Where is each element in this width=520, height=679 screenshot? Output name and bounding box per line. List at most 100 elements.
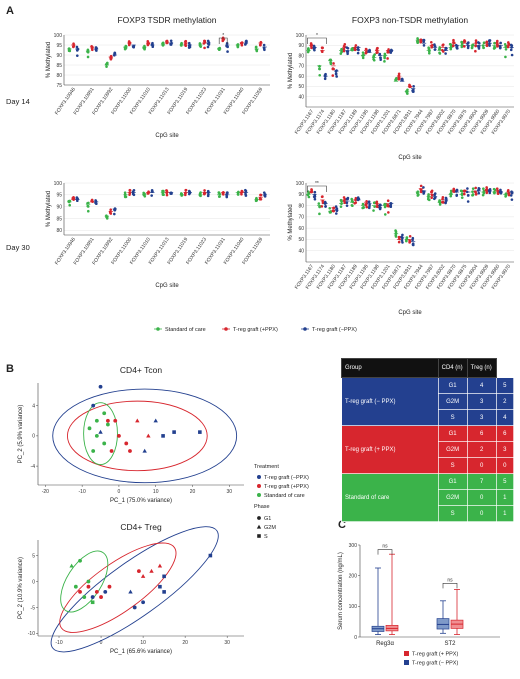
data-point [365, 205, 369, 209]
data-point [345, 204, 349, 207]
legend-label: T-reg graft (+ PPX) [412, 652, 458, 658]
pca-point [91, 449, 96, 453]
x-tick-label: -20 [42, 489, 49, 495]
data-point [492, 47, 496, 50]
data-point [433, 197, 436, 201]
header-group: Group [341, 358, 439, 378]
data-point [493, 41, 497, 45]
data-point [109, 208, 113, 211]
data-point [218, 48, 221, 51]
data-point [455, 194, 458, 197]
data-point [225, 193, 228, 196]
table-row: Standard of care G1 7 5 [341, 473, 515, 522]
data-point [449, 194, 453, 198]
data-point [143, 194, 147, 198]
data-point [422, 44, 426, 47]
pca-point [162, 574, 166, 579]
data-point [262, 191, 266, 194]
data-point [474, 193, 478, 196]
data-point [430, 196, 433, 200]
data-point [123, 46, 127, 49]
pca-point [73, 584, 78, 589]
methylation-panel-1: FOXP3 non-TSDR methylation 40 50 60 70 80 90 10… [288, 15, 514, 161]
data-point [206, 194, 210, 198]
data-point [496, 39, 499, 43]
pca-point [140, 574, 146, 578]
legend-marker [156, 327, 160, 331]
table-cell: 2 [466, 441, 497, 458]
data-point [477, 186, 481, 190]
data-point [430, 44, 433, 48]
data-point [324, 205, 327, 208]
data-point [412, 88, 415, 92]
data-point [408, 239, 411, 243]
legend-title-treatment: Treatment [254, 464, 279, 470]
pca-point [146, 433, 151, 438]
data-point [203, 46, 206, 50]
y-tick-label: 100 [296, 33, 305, 39]
y-tick-label: 5 [32, 553, 35, 559]
pca-point [256, 524, 262, 529]
x-tick-label: ST2 [444, 641, 456, 647]
data-point [445, 47, 448, 50]
data-point [318, 65, 321, 68]
data-point [199, 194, 202, 198]
y-tick-label: 95 [56, 43, 62, 49]
data-point [342, 196, 346, 199]
data-point [506, 45, 510, 49]
data-point [460, 45, 464, 49]
methylation-legend: Standard of care T-reg graft (+PPX) T-reg … [154, 327, 357, 333]
data-point [441, 44, 445, 47]
significance-label: * [316, 33, 318, 39]
panel-title: FOXP3 TSDR methylation [117, 15, 216, 25]
pca-point [102, 441, 107, 446]
y-tick-label: 60 [298, 226, 304, 232]
data-point [466, 187, 469, 190]
data-point [184, 193, 187, 197]
data-point [460, 189, 464, 193]
table-cell: 5 [495, 377, 515, 394]
data-point [318, 67, 321, 71]
data-point [504, 55, 507, 59]
x-tick-label: 20 [190, 489, 196, 495]
data-point [221, 192, 225, 195]
data-point [383, 205, 387, 209]
data-point [339, 52, 343, 55]
boxplot-panel: 0 100 200 300 Serum concentration (ng/mL) Reg… [338, 543, 500, 647]
y-tick-label: 300 [349, 543, 358, 549]
data-point [482, 46, 485, 49]
table-row: T-reg graft (− PPX) G1 4 5 [341, 377, 515, 426]
data-point [365, 51, 368, 54]
data-point [509, 194, 513, 197]
data-point [471, 190, 474, 193]
legend-swatch [404, 651, 409, 656]
data-point [259, 193, 263, 197]
data-point [400, 78, 404, 81]
data-point [368, 203, 371, 207]
data-point [455, 188, 459, 192]
pca-panel-4: CD4+ Tcon -20 -10 0 10 20 30 -4 0 4 PC_1 (75.0% va… [18, 365, 244, 504]
legend-label: G1 [264, 516, 271, 522]
data-point [310, 46, 313, 50]
data-point [346, 52, 349, 56]
data-point [496, 192, 500, 196]
data-point [318, 73, 322, 77]
data-point [320, 195, 324, 199]
significance-bracket [442, 583, 458, 589]
header-treg: Treg (n) [466, 358, 497, 378]
table-cell: 3 [495, 441, 515, 458]
data-point [342, 49, 346, 53]
data-point [313, 197, 317, 201]
data-point [109, 212, 113, 215]
data-point [109, 57, 113, 61]
confidence-ellipse [50, 526, 219, 653]
y-axis-label: Serum concentration (ng/mL) [338, 552, 344, 630]
x-axis-label: PC_1 (75.0% variance) [110, 498, 172, 504]
data-point [142, 46, 146, 50]
legend-label: T-reg graft (− PPX) [412, 661, 458, 667]
data-point [466, 194, 470, 197]
data-point [244, 40, 248, 43]
data-point [151, 41, 154, 45]
data-point [379, 56, 382, 59]
